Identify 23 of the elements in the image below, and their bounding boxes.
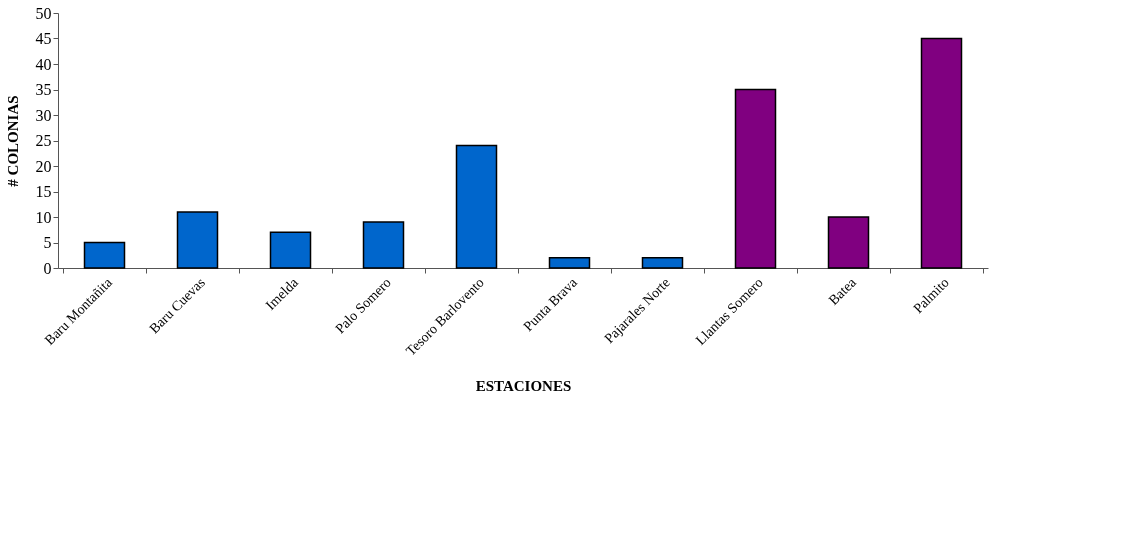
bar <box>920 37 963 269</box>
y-tick-label: 15 <box>35 183 52 200</box>
y-tick-label: 40 <box>35 55 52 73</box>
y-tick-label: 25 <box>35 132 52 149</box>
bar <box>734 88 777 269</box>
bar <box>83 241 126 269</box>
bar <box>827 216 870 269</box>
bar <box>641 257 684 269</box>
bar <box>269 231 312 269</box>
y-tick-label: 10 <box>35 208 52 226</box>
y-tick-label: 35 <box>35 81 52 98</box>
y-tick-label: 20 <box>35 157 52 175</box>
x-axis-title: ESTACIONES <box>475 377 572 394</box>
y-tick-label: 5 <box>43 234 52 251</box>
bar <box>455 144 498 269</box>
y-tick-label: 45 <box>35 30 52 47</box>
y-tick-label: 50 <box>35 4 52 22</box>
y-tick-label: 0 <box>43 259 52 277</box>
y-tick-label: 30 <box>35 106 52 124</box>
bar <box>362 221 405 269</box>
bar <box>548 257 591 269</box>
y-axis-title: # COLONIAS <box>4 95 21 187</box>
bar <box>176 211 219 269</box>
